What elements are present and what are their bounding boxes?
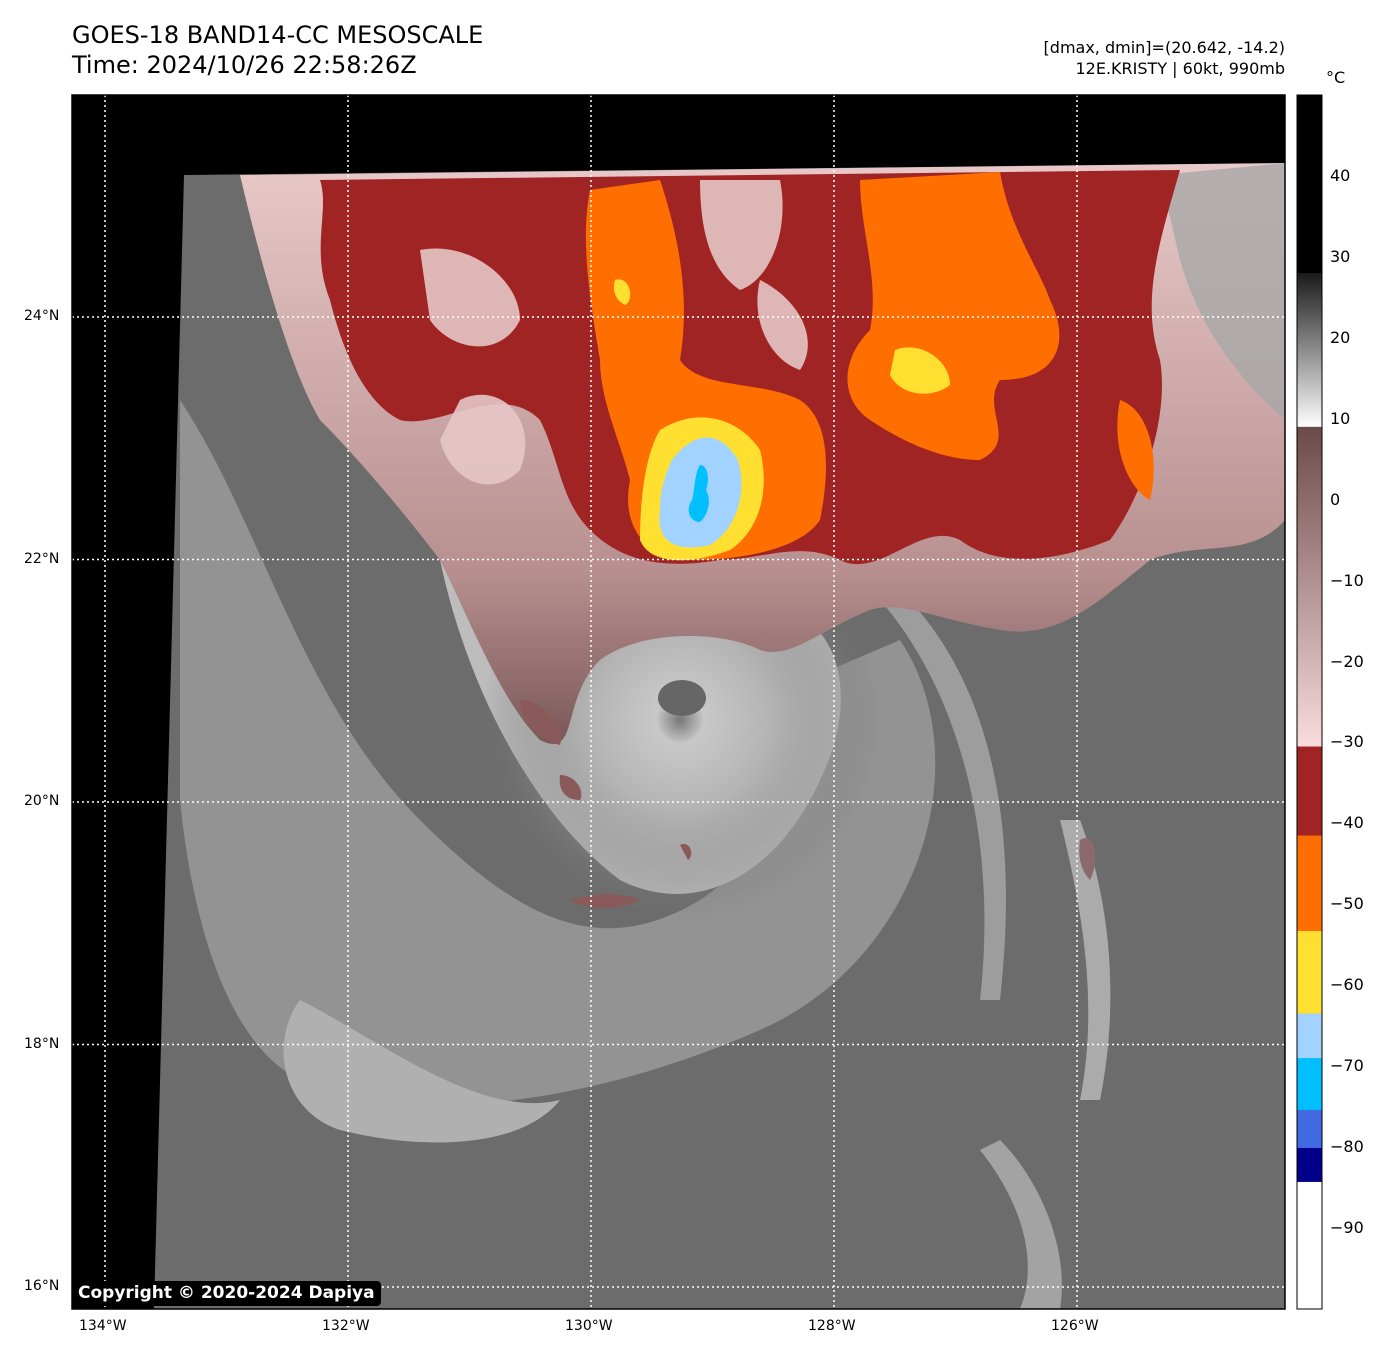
colorbar-segment (1297, 1181, 1322, 1310)
colorbar-segment (1297, 931, 1322, 1015)
colorbar-unit: °C (1326, 68, 1346, 87)
colorbar-segment (1297, 1013, 1322, 1059)
colorbar-segment (1297, 746, 1322, 837)
colorbar-tick-label: 30 (1330, 246, 1351, 266)
longitude-tick-label: 126°W (1051, 1318, 1099, 1334)
map-image (72, 95, 1285, 1309)
cold-cloud-50 (585, 180, 826, 560)
cold-cloud-70 (688, 465, 709, 522)
chart-title: GOES-18 BAND14-CC MESOSCALE (72, 21, 484, 49)
cold-cloud-50 (847, 172, 1060, 460)
colorbar (1297, 95, 1322, 1310)
longitude-tick-label: 130°W (565, 1318, 613, 1334)
timestamp: Time: 2024/10/26 22:58:26Z (72, 51, 417, 79)
colorbar-tick-label: −40 (1330, 813, 1364, 833)
cloud-band (180, 400, 936, 1105)
colorbar-segment (1297, 426, 1322, 748)
data-range: [dmax, dmin]=(20.642, -14.2) (1043, 38, 1285, 57)
colorbar-tick-label: 40 (1330, 165, 1351, 185)
colorbar-tick-label: −70 (1330, 1056, 1364, 1076)
longitude-tick-label: 134°W (79, 1318, 127, 1334)
colorbar-tick-label: −80 (1330, 1137, 1364, 1157)
latitude-tick-label: 20°N (24, 793, 60, 809)
colorbar-segment (1297, 95, 1322, 274)
colorbar-tick-label: 10 (1330, 408, 1351, 428)
latitude-tick-label: 16°N (24, 1278, 60, 1294)
graticule (72, 95, 1285, 1309)
cloud-band (283, 1000, 560, 1143)
colorbar-tick-label: −30 (1330, 732, 1364, 752)
latitude-tick-label: 22°N (24, 550, 60, 567)
colorbar-segment (1297, 1058, 1322, 1111)
colorbar-tick-label: 0 (1330, 489, 1341, 509)
colorbar-segment (1297, 273, 1322, 428)
colorbar-tick-label: 20 (1330, 327, 1351, 347)
colorbar-frame (1296, 94, 1323, 1310)
longitude-tick-label: 132°W (322, 1318, 370, 1334)
colorbar-tick-label: −50 (1330, 894, 1364, 914)
copyright-label: Copyright © 2020-2024 Dapiya (72, 1281, 381, 1306)
colorbar-segment (1297, 835, 1322, 932)
latitude-tick-label: 24°N (24, 308, 60, 324)
colorbar-segment (1297, 1147, 1322, 1183)
latitude-tick-label: 18°N (24, 1035, 60, 1052)
colorbar-tick-label: −10 (1330, 570, 1364, 590)
colorbar-tick-label: −20 (1330, 651, 1364, 671)
colorbar-tick-label: −90 (1330, 1218, 1364, 1238)
longitude-tick-label: 128°W (808, 1318, 856, 1334)
storm-eye (658, 680, 706, 716)
map-frame (71, 94, 1286, 1310)
storm-info: 12E.KRISTY | 60kt, 990mb (1075, 59, 1286, 78)
colorbar-tick-label: −60 (1330, 975, 1364, 995)
colorbar-segment (1297, 1109, 1322, 1149)
